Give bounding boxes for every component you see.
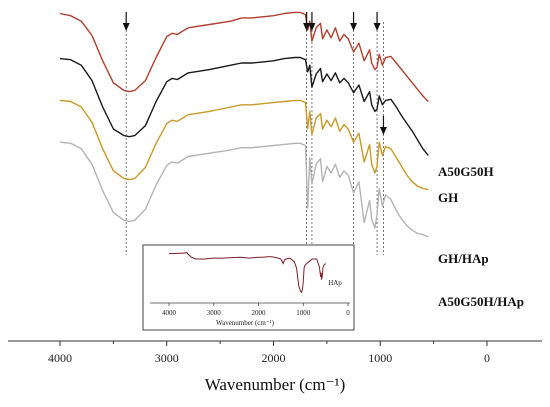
inset-label: HAp bbox=[328, 279, 342, 287]
series-label: A50G50H bbox=[438, 164, 494, 179]
inset-series-line bbox=[169, 252, 326, 294]
series-label: GH bbox=[438, 190, 458, 205]
inset-tick-label: 2000 bbox=[252, 309, 267, 317]
inset-tick-label: 3000 bbox=[207, 309, 222, 317]
x-tick-label: 0 bbox=[484, 351, 490, 365]
inset-frame bbox=[142, 244, 355, 331]
peak-arrow bbox=[122, 12, 130, 31]
series-layer bbox=[59, 11, 429, 238]
inset-layer: 4000 3000 2000 1000 0 bbox=[150, 252, 350, 317]
inset-tick-label: 0 bbox=[346, 309, 350, 317]
inset-hap: 4000 3000 2000 1000 0 HAp Wavenumber (cm⁻¹) bbox=[142, 244, 355, 331]
x-axis-title: Wavenumber (cm⁻¹) bbox=[205, 375, 346, 394]
peak-arrow bbox=[373, 12, 381, 31]
series-line-a50g50h bbox=[59, 11, 429, 102]
x-tick-label: 2000 bbox=[262, 351, 286, 365]
series-label: A50G50H/HAp bbox=[438, 294, 524, 309]
x-tick-label: 3000 bbox=[155, 351, 179, 365]
inset-tick-label: 4000 bbox=[162, 309, 177, 317]
series-label: GH/HAp bbox=[438, 251, 489, 266]
peak-arrow bbox=[308, 12, 316, 31]
reference-lines bbox=[125, 22, 384, 255]
series-line-a50g50h-hap bbox=[59, 141, 429, 238]
arrows-layer bbox=[122, 12, 387, 135]
x-axis: 4000 3000 2000 1000 0 Wavenumber (cm⁻¹) bbox=[8, 340, 542, 394]
series-line-gh-hap bbox=[59, 99, 429, 191]
x-tick-label: 4000 bbox=[48, 351, 72, 365]
inset-x-axis-title: Wavenumber (cm⁻¹) bbox=[216, 319, 275, 327]
x-axis-ticks: 4000 3000 2000 1000 0 bbox=[48, 341, 490, 365]
series-labels: A50G50H GH GH/HAp A50G50H/HAp bbox=[438, 164, 524, 309]
series-line-gh bbox=[59, 56, 429, 156]
x-tick-label: 1000 bbox=[368, 351, 392, 365]
inset-tick-label: 1000 bbox=[296, 309, 311, 317]
peak-arrow bbox=[303, 12, 311, 31]
peak-arrow bbox=[379, 116, 387, 135]
peak-arrow bbox=[350, 12, 358, 31]
